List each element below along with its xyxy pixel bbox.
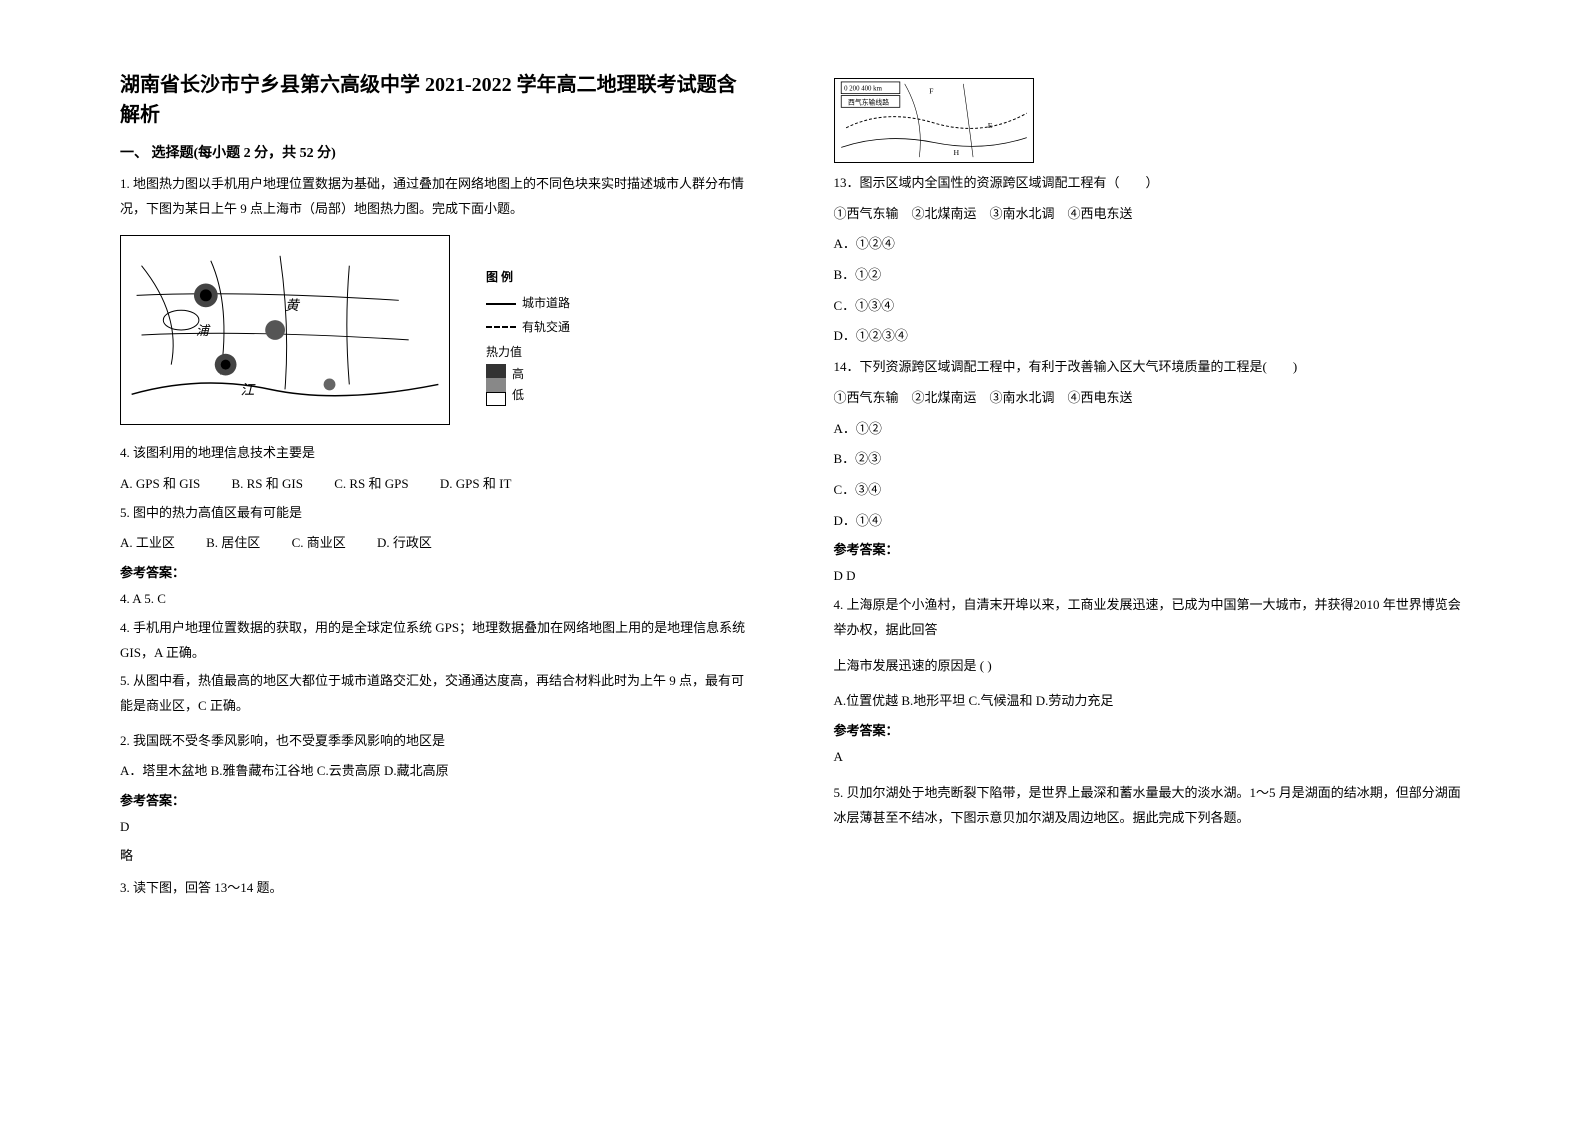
q4-opts: A.位置优越 B.地形平坦 C.气候温和 D.劳动力充足 (834, 689, 1468, 714)
legend-road-label: 城市道路 (522, 293, 570, 315)
q14-opts: ①西气东输 ②北煤南运 ③南水北调 ④西电东送 (834, 386, 1468, 411)
q14-a: A．①② (834, 417, 1468, 442)
section-header: 一、 选择题(每小题 2 分，共 52 分) (120, 142, 754, 162)
grad-labels: 高 低 (512, 364, 524, 406)
q2-note: 略 (120, 844, 754, 869)
q2-answer-label: 参考答案： (120, 790, 754, 809)
q1-sub4-a: A. GPS 和 GIS (120, 476, 200, 491)
q4-sub: 上海市发展迅速的原因是 ( ) (834, 654, 1468, 679)
q1-sub4-d: D. GPS 和 IT (440, 476, 512, 491)
q14-d: D．①④ (834, 509, 1468, 534)
q1-sub5-d: D. 行政区 (377, 535, 432, 550)
legend-rail: 有轨交通 (486, 317, 570, 339)
q13-c: C．①③④ (834, 294, 1468, 319)
right-column: 0 200 400 km 西气东输线路 E H F 13．图示区域内全国性的资源… (794, 70, 1488, 1082)
legend-rail-label: 有轨交通 (522, 317, 570, 339)
q5-text: 5. 贝加尔湖处于地壳断裂下陷带，是世界上最深和蓄水量最大的淡水湖。1～5 月是… (834, 781, 1468, 830)
legend-heat-label: 热力值 (486, 342, 570, 364)
q1-sub4: 4. 该图利用的地理信息技术主要是 (120, 441, 754, 466)
q2-text: 2. 我国既不受冬季风影响，也不受夏季季风影响的地区是 (120, 729, 754, 754)
q2-options: A．塔里木盆地 B.雅鲁藏布江谷地 C.云贵高原 D.藏北高原 (120, 759, 754, 784)
svg-text:黄: 黄 (285, 299, 301, 314)
svg-text:E: E (987, 121, 992, 130)
q13-text: 13．图示区域内全国性的资源跨区域调配工程有（ ） (834, 171, 1468, 196)
q3-answer: D D (834, 564, 1468, 589)
q1-figure: 黄 浦 江 图 例 城市道路 有轨交通 热力值 (120, 227, 450, 433)
heat-map-image: 黄 浦 江 (120, 235, 450, 425)
q1-sub5-c: C. 商业区 (292, 535, 346, 550)
q2-answer: D (120, 815, 754, 840)
q14-text: 14．下列资源跨区域调配工程中，有利于改善输入区大气环境质量的工程是( ) (834, 355, 1468, 380)
grad-low (486, 392, 506, 406)
q1-sub5-options: A. 工业区 B. 居住区 C. 商业区 D. 行政区 (120, 531, 754, 556)
q3-map: 0 200 400 km 西气东输线路 E H F (834, 78, 1034, 163)
q1-sub4-c: C. RS 和 GPS (334, 476, 408, 491)
q1-explain4: 4. 手机用户地理位置数据的获取，用的是全球定位系统 GPS；地理数据叠加在网络… (120, 616, 754, 665)
q1-sub5-a: A. 工业区 (120, 535, 175, 550)
legend-heat-gradient: 高 低 (486, 364, 570, 406)
q13-a: A．①②④ (834, 232, 1468, 257)
map-legend: 图 例 城市道路 有轨交通 热力值 高 低 (486, 267, 570, 405)
solid-line-icon (486, 303, 516, 305)
svg-text:江: 江 (240, 383, 256, 398)
grad-high (486, 364, 506, 378)
q1-answer-label: 参考答案： (120, 562, 754, 581)
q1-answer: 4. A 5. C (120, 587, 754, 612)
q1-explain5: 5. 从图中看，热值最高的地区大都位于城市道路交汇处，交通通达度高，再结合材料此… (120, 669, 754, 718)
heat-map-svg: 黄 浦 江 (121, 236, 449, 424)
q14-b: B．②③ (834, 447, 1468, 472)
grad-low-label: 低 (512, 385, 524, 407)
document-title: 湖南省长沙市宁乡县第六高级中学 2021-2022 学年高二地理联考试题含解析 (120, 70, 754, 130)
svg-text:F: F (929, 87, 934, 96)
q1-sub4-options: A. GPS 和 GIS B. RS 和 GIS C. RS 和 GPS D. … (120, 472, 754, 497)
legend-title: 图 例 (486, 267, 570, 289)
grad-mid (486, 378, 506, 392)
q4-answer-label: 参考答案： (834, 720, 1468, 739)
q1-intro: 1. 地图热力图以手机用户地理位置数据为基础，通过叠加在网络地图上的不同色块来实… (120, 172, 754, 221)
q1-sub4-b: B. RS 和 GIS (231, 476, 303, 491)
heat-gradient-icon (486, 364, 506, 406)
q1-sub5: 5. 图中的热力高值区最有可能是 (120, 501, 754, 526)
q3-map-svg: 0 200 400 km 西气东输线路 E H F (835, 79, 1033, 162)
svg-text:H: H (953, 148, 959, 157)
q4-text: 4. 上海原是个小渔村，自清末开埠以来，工商业发展迅速，已成为中国第一大城市，并… (834, 593, 1468, 642)
q4-answer: A (834, 745, 1468, 770)
svg-text:0 200 400 km: 0 200 400 km (844, 86, 882, 93)
svg-text:浦: 浦 (196, 324, 211, 338)
q14-c: C．③④ (834, 478, 1468, 503)
q3-text: 3. 读下图，回答 13～14 题。 (120, 876, 754, 901)
q1-sub5-b: B. 居住区 (206, 535, 260, 550)
legend-road: 城市道路 (486, 293, 570, 315)
map-pipeline-label: 西气东输线路 (848, 97, 889, 106)
q13-opts: ①西气东输 ②北煤南运 ③南水北调 ④西电东送 (834, 202, 1468, 227)
left-column: 湖南省长沙市宁乡县第六高级中学 2021-2022 学年高二地理联考试题含解析 … (100, 70, 794, 1082)
q13-b: B．①② (834, 263, 1468, 288)
dash-line-icon (486, 326, 516, 328)
q13-d: D．①②③④ (834, 324, 1468, 349)
q3-answer-label: 参考答案： (834, 539, 1468, 558)
grad-high-label: 高 (512, 364, 524, 386)
